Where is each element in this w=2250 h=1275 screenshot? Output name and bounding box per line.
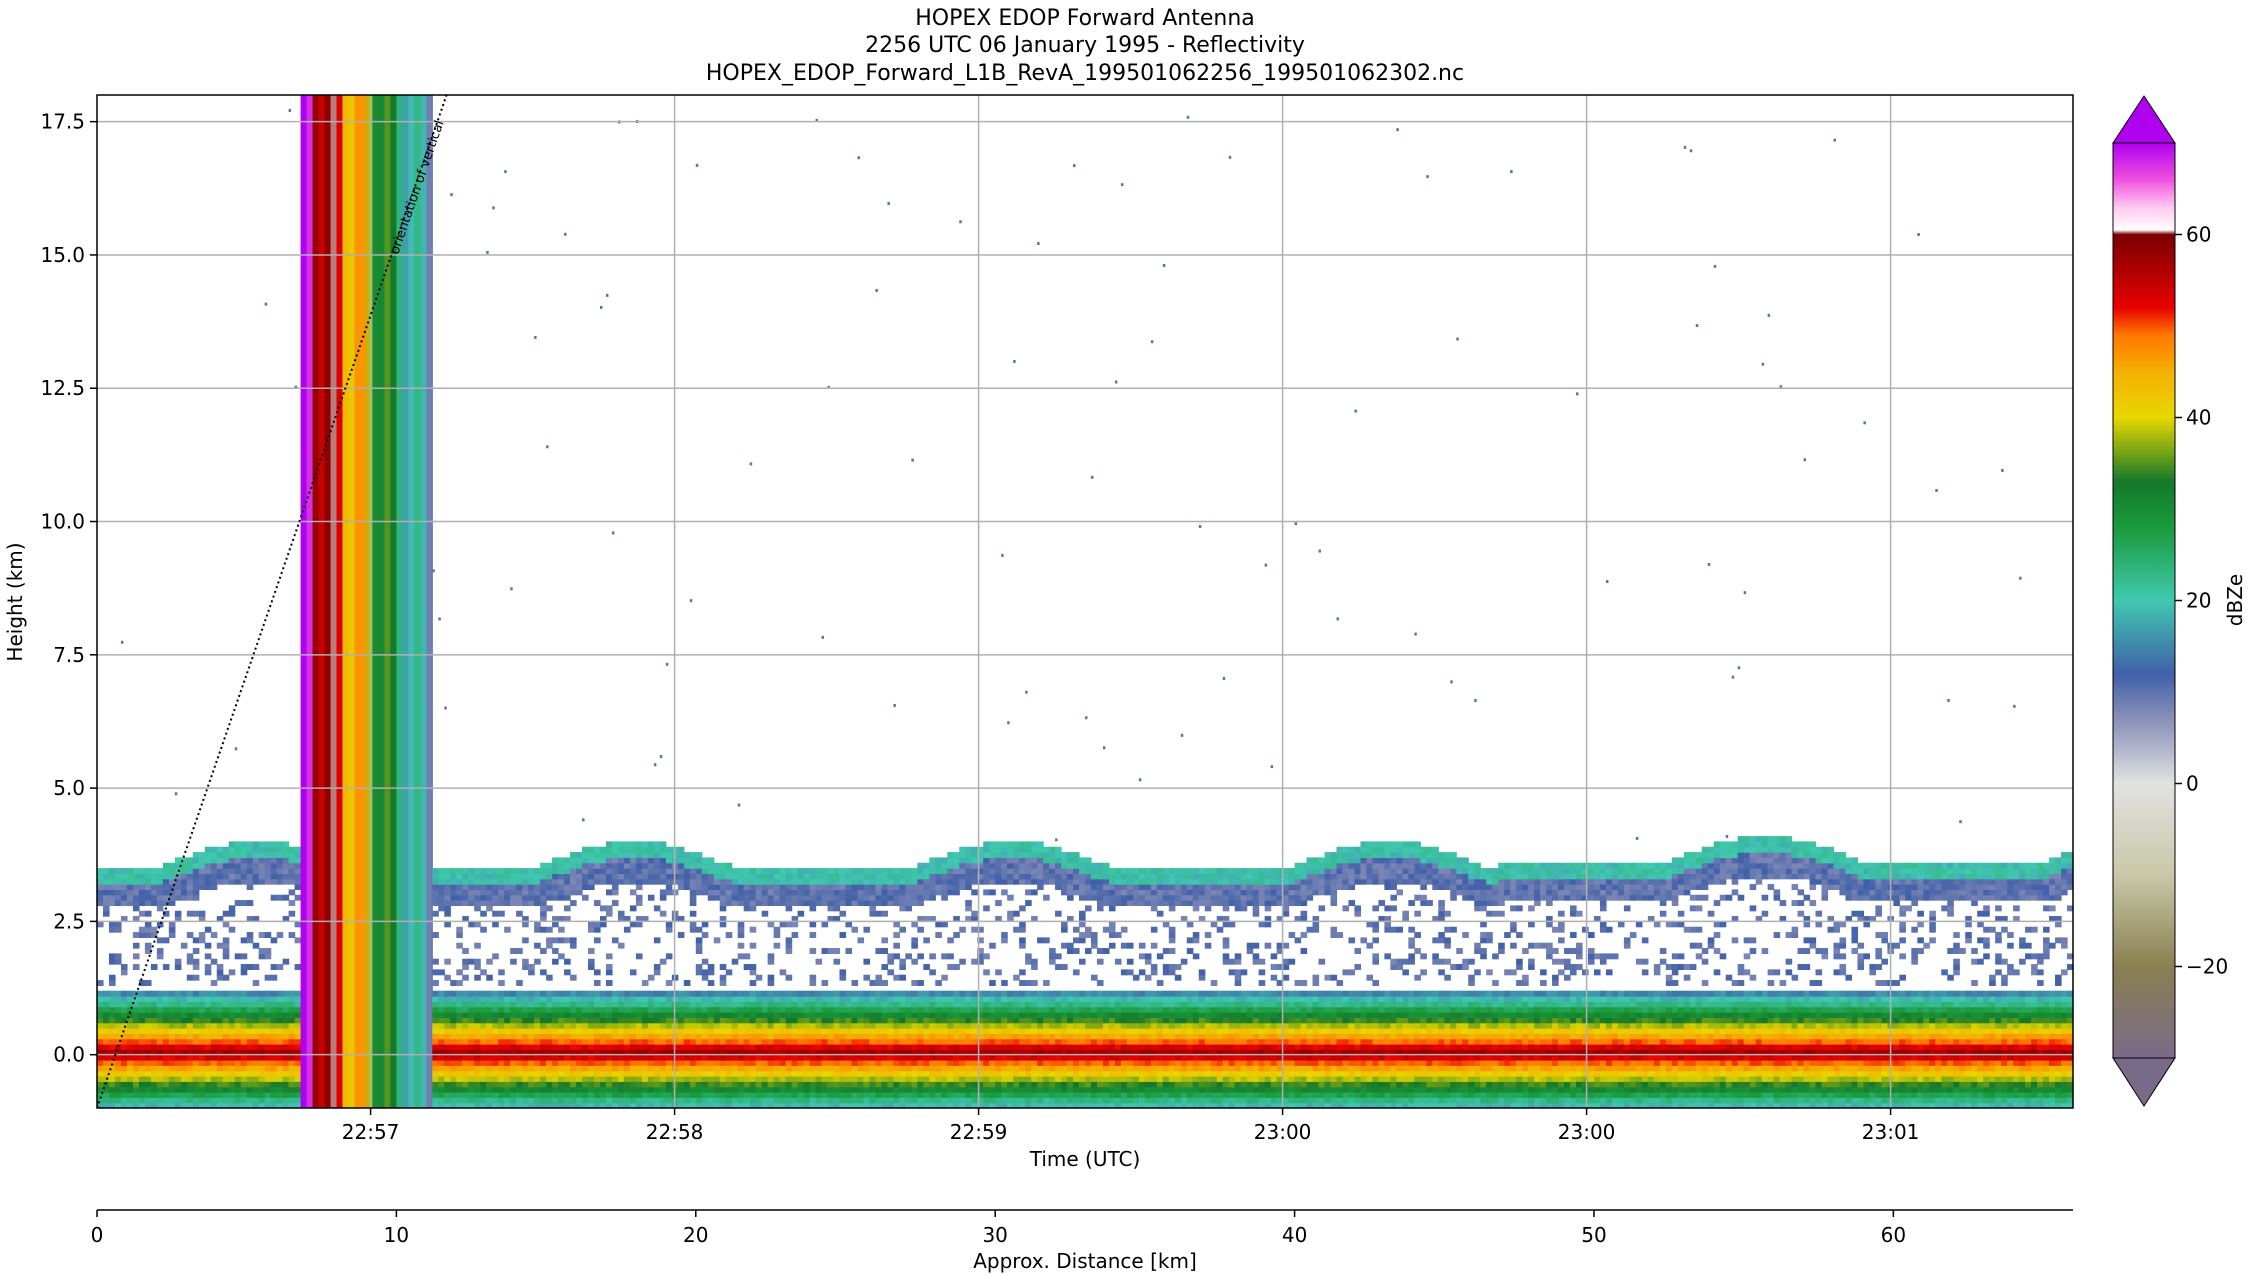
distance-tick-label: 50 <box>1581 1223 1606 1247</box>
chart-title-line-3: HOPEX_EDOP_Forward_L1B_RevA_199501062256… <box>706 61 1464 86</box>
x-tick-label: 23:00 <box>1254 1120 1312 1144</box>
colorbar-extend-top <box>2112 95 2176 144</box>
chart-title-line-1: HOPEX EDOP Forward Antenna <box>915 6 1255 31</box>
vertical-orientation-line <box>97 95 448 1108</box>
y-tick-label: 2.5 <box>53 909 85 933</box>
colorbar-tick-label: −20 <box>2186 955 2228 979</box>
x-tick-label: 22:58 <box>646 1120 704 1144</box>
y-tick-label: 15.0 <box>40 243 85 267</box>
colorbar-tick-label: 60 <box>2186 223 2211 247</box>
colorbar-axis: −20 0 20 40 60 <box>2175 223 2228 979</box>
distance-tick-label: 10 <box>384 1223 409 1247</box>
y-tick-label: 7.5 <box>53 643 85 667</box>
y-tick-label: 12.5 <box>40 376 85 400</box>
x-axis-label: Time (UTC) <box>1029 1147 1141 1171</box>
x-tick-label: 23:01 <box>1862 1120 1920 1144</box>
distance-axis-label: Approx. Distance [km] <box>973 1249 1197 1273</box>
x-axis: 22:57 22:58 22:59 23:00 23:00 23:01 <box>342 1108 1920 1144</box>
grid-lines <box>97 95 2073 1108</box>
y-tick-label: 5.0 <box>53 776 85 800</box>
y-axis-label: Height (km) <box>3 542 27 661</box>
distance-tick-label: 60 <box>1881 1223 1906 1247</box>
distance-tick-label: 30 <box>982 1223 1007 1247</box>
plot-frame <box>96 94 2074 1109</box>
distance-tick-label: 40 <box>1282 1223 1307 1247</box>
y-tick-label: 17.5 <box>40 110 85 134</box>
x-tick-label: 22:59 <box>950 1120 1008 1144</box>
colorbar-tick-label: 20 <box>2186 589 2211 613</box>
colorbar-tick-label: 0 <box>2186 772 2199 796</box>
y-tick-label: 10.0 <box>40 510 85 534</box>
distance-tick-label: 20 <box>683 1223 708 1247</box>
y-axis: 0.0 2.5 5.0 7.5 10.0 12.5 15.0 17.5 <box>40 110 97 1067</box>
colorbar <box>2112 142 2176 1059</box>
colorbar-label: dBZe <box>2223 574 2247 626</box>
chart-title-line-2: 2256 UTC 06 January 1995 - Reflectivity <box>865 33 1305 58</box>
colorbar-extend-bottom <box>2112 1057 2176 1107</box>
y-tick-label: 0.0 <box>53 1043 85 1067</box>
x-tick-label: 22:57 <box>342 1120 400 1144</box>
x-tick-label: 23:00 <box>1558 1120 1616 1144</box>
distance-tick-label: 0 <box>91 1223 104 1247</box>
distance-axis: 0 10 20 30 40 50 60 <box>91 1210 1906 1247</box>
colorbar-tick-label: 40 <box>2186 406 2211 430</box>
reflectivity-field <box>97 95 2073 1108</box>
